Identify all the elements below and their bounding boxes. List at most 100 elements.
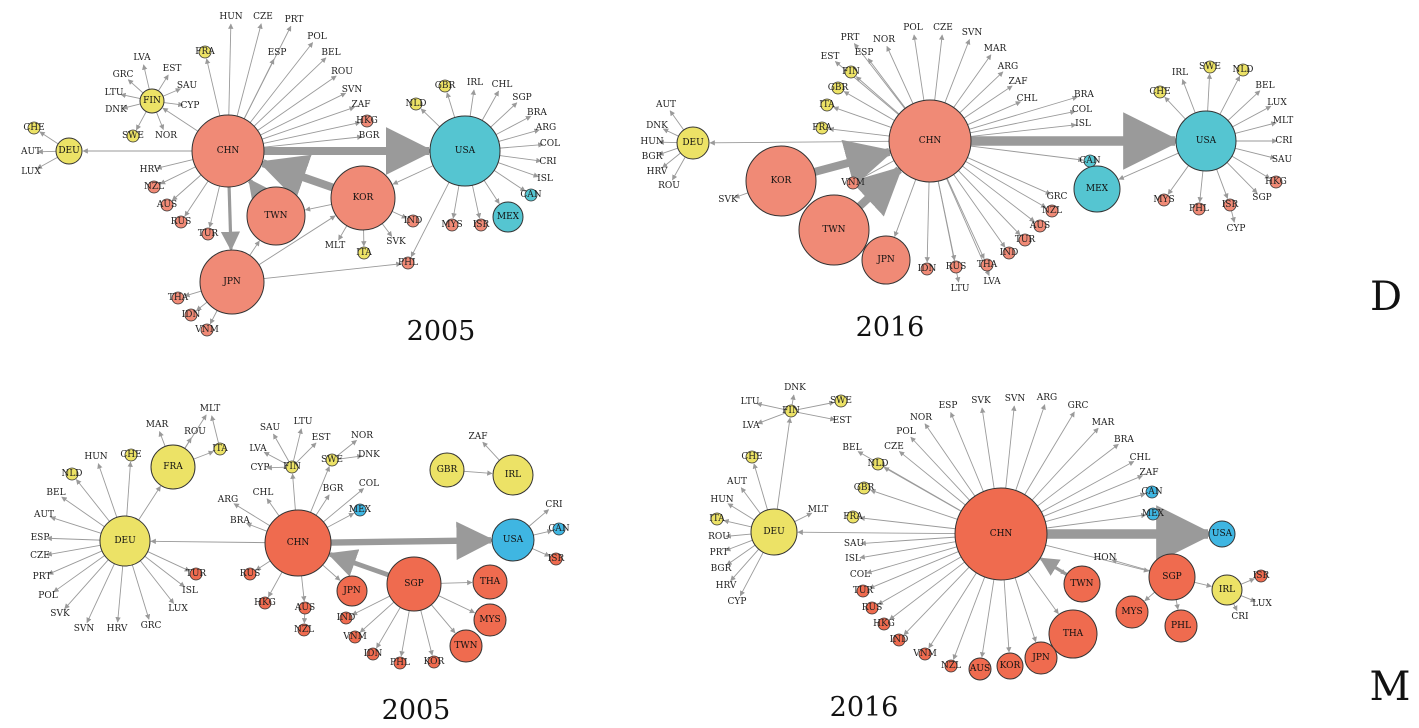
edge-M2016-DEU-HRV — [730, 548, 760, 582]
node-label: NZL — [294, 625, 314, 635]
edge-M2005-DEU-POL — [53, 555, 105, 593]
hub-D2005-mex: MEX — [492, 201, 524, 233]
node-M2005-est: EST — [312, 433, 331, 443]
node-M2005-mex: MEX — [349, 503, 372, 517]
hub-D2005-fin: FIN — [139, 88, 165, 114]
node-label: COL — [540, 139, 560, 149]
edge-D2005-CHN-POL — [249, 42, 314, 123]
edge-M2016-CHN-HKG — [889, 561, 965, 621]
edge-M2016-DEU-CYP — [739, 552, 764, 597]
node-M2016-swe: SWE — [830, 394, 852, 408]
hub-label: USA — [1196, 136, 1217, 146]
edge-M2016-CHN-MEX — [1046, 512, 1147, 529]
node-label: RUS — [240, 569, 261, 579]
node-label: CAN — [520, 190, 541, 200]
node-M2016-hkg: HKG — [873, 617, 895, 631]
edge-M2016-CHN-IND — [903, 566, 970, 636]
node-label: VNM — [342, 632, 367, 642]
node-label: CYP — [1227, 224, 1246, 234]
edge-M2005-FIN-EST — [295, 442, 317, 464]
edge-D2005-KOR-CHN — [258, 154, 335, 201]
node-label: HUN — [640, 137, 663, 147]
edge-D2005-JPN-THA — [184, 290, 202, 298]
node-D2016-can: CAN — [1079, 154, 1101, 168]
edge-M2016-CHN-JPN — [1014, 577, 1037, 643]
hub-M2005-gbr: GBR — [429, 452, 465, 488]
edge-M2005-CHN-AUS — [301, 575, 307, 602]
node-D2016-bra: BRA — [1074, 90, 1094, 100]
node-D2005-idn: IDN — [182, 308, 201, 322]
edge-D2016-DEU-AUT — [669, 110, 685, 131]
edge-D2005-JPN-PHL — [263, 261, 402, 280]
node-D2016-fin: FIN — [842, 65, 860, 79]
edge-M2016-CHN-GBR — [870, 489, 958, 520]
edge-D2005-CHN-CZE — [236, 23, 263, 117]
node-label: SWE — [1199, 62, 1221, 72]
edge-D2016-USA-MLT — [1234, 121, 1277, 134]
edge-D2005-CHN-ESP — [243, 58, 275, 120]
edge-D2005-KOR-SVK — [381, 223, 393, 237]
edge-D2005-CHN-ZAF — [261, 106, 355, 140]
node-M2016-cyp: CYP — [728, 597, 747, 607]
node-D2005-cri: CRI — [539, 157, 557, 167]
edge-D2016-CHN-ZAF — [963, 85, 1013, 119]
edge-M2005-SWE-NOR — [336, 440, 357, 457]
edge-M2005-SGP-KOR — [420, 610, 434, 656]
node-label: DNK — [784, 383, 806, 393]
node-label: SWE — [122, 131, 144, 141]
node-label: HKG — [1265, 177, 1287, 187]
edge-D2016-USA-BEL — [1227, 90, 1261, 121]
node-label: ZAF — [1140, 468, 1159, 478]
node-M2016-fra: FRA — [843, 510, 863, 524]
edge-M2005-SGP-IND — [351, 595, 391, 616]
edge-D2005-USA-GBR — [445, 92, 456, 118]
hub-M2016-jpn: JPN — [1024, 641, 1058, 675]
edge-D2016-CHN-TUR — [958, 170, 1021, 236]
node-M2005-zaf: ZAF — [469, 432, 488, 442]
node-label: RUS — [862, 603, 883, 613]
node-M2016-pol: POL — [896, 427, 915, 437]
edge-M2016-CHN-CZE — [899, 451, 966, 506]
node-D2005-chl: CHL — [492, 80, 513, 90]
node-label: FIN — [842, 67, 860, 77]
node-label: SAU — [844, 539, 865, 549]
hub-label: JPN — [876, 255, 895, 265]
edge-D2005-USA-CRI — [499, 155, 542, 164]
edge-D2016-CHN-PRT — [853, 43, 906, 109]
node-label: SWE — [321, 455, 343, 465]
edge-M2005-USA-CRI — [528, 509, 550, 527]
node-D2005-ita: ITA — [356, 246, 372, 260]
node-label: HUN — [84, 452, 107, 462]
node-M2005-col: COL — [359, 479, 379, 489]
edge-D2005-CHN-SVN — [260, 92, 347, 136]
edge-D2005-CHN-TUR — [208, 185, 221, 228]
node-M2016-grc: GRC — [1068, 401, 1089, 411]
node-D2005-cze: CZE — [253, 12, 273, 22]
node-label: IDN — [182, 310, 201, 320]
hub-label: IRL — [505, 470, 521, 480]
node-label: SGP — [1252, 193, 1271, 203]
node-label: ROU — [184, 427, 206, 437]
node-D2016-aus: AUS — [1029, 219, 1050, 233]
edge-D2005-KOR-MLT — [338, 225, 348, 241]
node-D2016-nld: NLD — [1232, 63, 1254, 77]
node-label: CYP — [251, 463, 270, 473]
hub-label: KOR — [1000, 661, 1021, 671]
node-label: BGR — [359, 131, 380, 141]
edge-M2005-CHN-COL — [323, 488, 365, 523]
hub-M2016-deu: DEU — [750, 508, 798, 556]
node-label: GRC — [1068, 401, 1089, 411]
node-D2016-tur: TUR — [1015, 233, 1035, 247]
hub-D2005-kor: KOR — [330, 165, 396, 231]
node-M2016-rus: RUS — [862, 601, 883, 615]
hub-label: CHN — [287, 538, 310, 548]
edge-D2016-CHN-GBR — [843, 91, 895, 121]
edge-M2016-IRL-CRI — [1232, 603, 1238, 612]
edge-D2005-USA-CAN — [493, 170, 526, 192]
node-label: NZL — [144, 182, 164, 192]
node-label: HRV — [140, 165, 161, 175]
edge-D2016-CHN-POL — [912, 34, 925, 101]
node-label: HKG — [873, 619, 895, 629]
node-label: THA — [977, 260, 998, 270]
